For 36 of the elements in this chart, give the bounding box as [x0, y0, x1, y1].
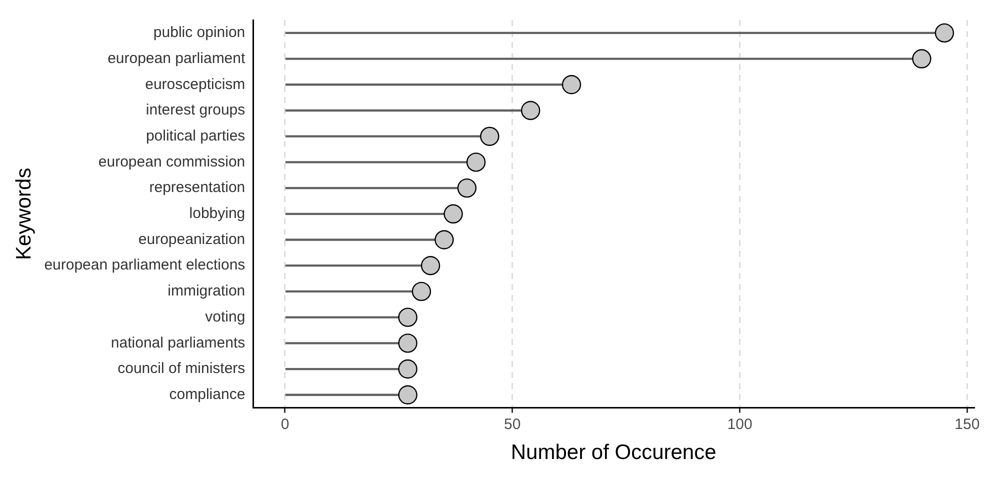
- y-tick-label: voting: [205, 308, 246, 326]
- point: [398, 385, 418, 404]
- point: [398, 334, 418, 353]
- y-tick-label: euroscepticism: [145, 76, 246, 93]
- y-tick-label: lobbying: [189, 205, 246, 222]
- y-axis-title: Keywords: [12, 168, 36, 260]
- point: [480, 126, 500, 146]
- x-tick-label: 150: [954, 416, 980, 433]
- y-tick-label: european parliament: [108, 50, 246, 67]
- point: [457, 178, 477, 198]
- x-tick-label: 0: [280, 416, 290, 433]
- x-tick-label: 50: [504, 416, 521, 433]
- point: [398, 308, 418, 327]
- x-axis-title: Number of Occurence: [510, 441, 716, 464]
- y-tick-label: interest groups: [146, 102, 246, 119]
- point: [562, 75, 582, 94]
- point: [434, 230, 454, 250]
- point: [934, 23, 954, 43]
- y-tick-label: political parties: [146, 127, 246, 144]
- y-tick-label: council of ministers: [118, 360, 246, 378]
- y-tick-label: european parliament elections: [44, 256, 246, 274]
- y-tick-label: compliance: [169, 386, 246, 404]
- y-tick-label: immigration: [168, 282, 246, 300]
- y-tick-label: national parliaments: [110, 334, 246, 352]
- point: [520, 100, 540, 120]
- point: [444, 204, 463, 224]
- point: [420, 256, 440, 276]
- x-tick-label: 100: [727, 416, 752, 433]
- point: [466, 152, 486, 172]
- point: [912, 49, 932, 68]
- point: [412, 282, 432, 302]
- point: [398, 359, 418, 379]
- y-tick-label: representation: [149, 179, 246, 196]
- y-tick-label: public opinion: [153, 24, 246, 42]
- y-tick-label: europeanization: [138, 230, 246, 248]
- y-tick-label: european commission: [98, 153, 246, 170]
